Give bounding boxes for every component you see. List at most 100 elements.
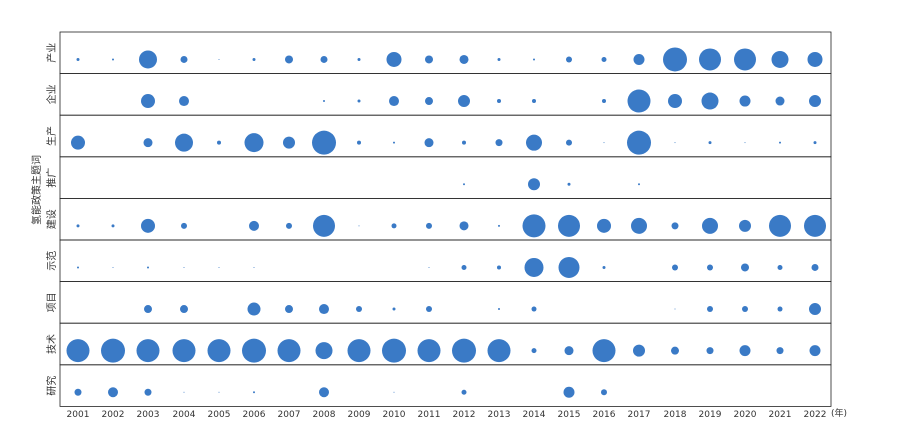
x-tick-2020: 2020 [734, 410, 757, 420]
bubble-产业-2008 [320, 55, 328, 63]
bubble-企业-2018 [668, 94, 682, 109]
row-frame-4 [59, 197, 832, 241]
bubble-研究-2003 [144, 388, 152, 396]
row-frame-2 [59, 114, 832, 158]
bubble-生产-2001 [71, 135, 85, 150]
bubble-项目-2013 [498, 308, 500, 311]
row-frame-8 [59, 364, 832, 407]
bubble-技术-2008 [315, 342, 333, 360]
x-tick-2019: 2019 [699, 410, 722, 420]
bubble-生产-2006 [244, 133, 264, 153]
x-unit-label: (年) [831, 407, 847, 419]
bubble-企业-2004 [179, 96, 189, 107]
bubble-示范-2002 [112, 266, 114, 268]
bubble-技术-2005 [207, 339, 231, 363]
bubble-项目-2011 [426, 306, 432, 313]
bubble-推广-2015 [567, 182, 571, 186]
bubble-技术-2015 [564, 346, 574, 356]
row-frames [59, 31, 832, 407]
row-frame-1 [59, 73, 832, 116]
x-tick-2021: 2021 [769, 410, 792, 420]
bubble-产业-2012 [459, 54, 469, 64]
bubble-示范-2005 [218, 266, 220, 268]
x-tick-2017: 2017 [628, 410, 651, 420]
bubble-企业-2019 [701, 92, 719, 110]
bubble-产业-2003 [139, 50, 157, 69]
bubble-技术-2011 [417, 339, 441, 363]
bubble-企业-2013 [497, 99, 501, 104]
bubble-项目-2019 [707, 306, 713, 313]
bubble-研究-2016 [601, 389, 607, 396]
bubble-技术-2016 [592, 339, 616, 363]
bubble-产业-2018 [663, 47, 687, 72]
bubble-研究-2012 [461, 389, 467, 395]
bubble-示范-2003 [147, 266, 149, 269]
bubble-企业-2012 [458, 95, 470, 108]
bubble-产业-2004 [180, 55, 188, 63]
bubble-建设-2012 [459, 221, 469, 231]
bubble-生产-2022 [813, 141, 817, 145]
bubble-项目-2022 [809, 303, 821, 316]
bubble-推广-2012 [463, 183, 465, 186]
bubble-建设-2013 [498, 224, 500, 227]
bubble-技术-2014 [531, 348, 537, 354]
bubble-建设-2006 [249, 220, 259, 231]
row-label-4: 建设 [45, 209, 58, 229]
bubble-生产-2015 [566, 139, 572, 146]
bubble-技术-2003 [136, 339, 160, 363]
bubble-项目-2004 [180, 305, 188, 314]
bubble-示范-2012 [461, 264, 467, 270]
bubble-产业-2016 [601, 56, 607, 62]
x-tick-labels: 2001 2002 2003 2004 2005 2006 2007 2008 2009 2010… [67, 410, 827, 420]
bubble-生产-2009 [357, 140, 361, 145]
bubble-产业-2006 [252, 57, 256, 61]
bubble-生产-2010 [393, 141, 395, 144]
bubble-建设-2016 [597, 218, 611, 233]
bubble-产业-2002 [112, 58, 114, 61]
bubble-建设-2021 [769, 214, 791, 237]
bubble-项目-2007 [285, 305, 293, 314]
bubble-建设-2014 [522, 214, 546, 238]
bubble-产业-2014 [533, 58, 535, 61]
bubble-企业-2009 [357, 99, 361, 103]
bubble-项目-2018 [674, 308, 676, 310]
bubble-企业-2021 [775, 96, 785, 106]
x-tick-2006: 2006 [243, 410, 266, 420]
bubble-技术-2022 [809, 345, 821, 357]
bubble-项目-2003 [144, 305, 152, 314]
bubble-生产-2016 [603, 142, 605, 144]
x-tick-2022: 2022 [804, 410, 827, 420]
bubble-技术-2019 [706, 347, 714, 355]
x-tick-2014: 2014 [523, 410, 546, 420]
x-tick-2007: 2007 [278, 410, 301, 420]
bubble-建设-2001 [76, 224, 80, 228]
bubble-示范-2016 [602, 265, 606, 269]
bubble-示范-2019 [707, 264, 713, 271]
bubbles [66, 47, 826, 398]
bubble-产业-2011 [425, 55, 433, 64]
bubble-技术-2010 [382, 338, 406, 363]
row-frame-6 [59, 281, 832, 324]
bubble-生产-2011 [424, 138, 434, 148]
x-tick-2010: 2010 [383, 410, 406, 420]
bubble-建设-2015 [558, 214, 580, 237]
row-frame-3 [59, 156, 832, 199]
x-tick-2008: 2008 [313, 410, 336, 420]
bubble-技术-2018 [671, 346, 679, 355]
row-label-8: 研究 [45, 376, 58, 396]
bubble-技术-2020 [739, 345, 751, 357]
bubble-生产-2008 [312, 130, 336, 155]
bubble-生产-2013 [495, 139, 503, 147]
row-label-6: 项目 [46, 292, 58, 312]
x-tick-2018: 2018 [664, 410, 687, 420]
bubble-企业-2008 [323, 100, 325, 103]
row-label-7: 技术 [45, 334, 58, 354]
x-tick-2009: 2009 [348, 410, 371, 420]
bubble-示范-2020 [741, 263, 749, 272]
bubble-企业-2014 [532, 99, 536, 104]
bubble-研究-2010 [393, 391, 395, 393]
bubble-企业-2020 [739, 95, 751, 107]
bubble-示范-2006 [253, 266, 255, 268]
